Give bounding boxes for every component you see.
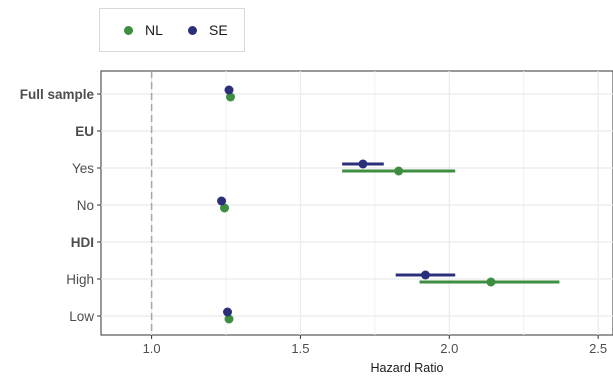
y-axis: Full sample EU Yes No HDI High Low bbox=[20, 87, 101, 324]
series-marks bbox=[217, 85, 560, 324]
y-tick-label: No bbox=[77, 198, 94, 213]
x-tick-label: 1.5 bbox=[291, 341, 309, 356]
legend-marker-nl bbox=[124, 25, 133, 35]
legend-label-se: SE bbox=[209, 22, 228, 38]
series-se bbox=[217, 85, 456, 317]
y-tick-label: EU bbox=[75, 124, 94, 139]
point-estimate bbox=[225, 92, 235, 102]
point-estimate bbox=[217, 196, 227, 206]
legend: NL SE bbox=[99, 8, 245, 52]
grid-lines bbox=[101, 71, 613, 335]
legend-item-nl: NL bbox=[124, 22, 163, 38]
point-estimate bbox=[223, 307, 233, 317]
y-tick-label: High bbox=[66, 272, 94, 287]
legend-item-se: SE bbox=[188, 22, 228, 38]
plot-panel bbox=[100, 70, 613, 336]
point-estimate bbox=[358, 159, 368, 169]
y-tick-label: HDI bbox=[71, 235, 94, 250]
point-estimate bbox=[420, 270, 430, 280]
legend-label-nl: NL bbox=[145, 22, 163, 38]
point-estimate bbox=[224, 314, 234, 324]
x-tick-label: 2.0 bbox=[440, 341, 458, 356]
x-tick-label: 2.5 bbox=[589, 341, 607, 356]
series-nl bbox=[220, 92, 560, 324]
x-axis-title: Hazard Ratio bbox=[371, 361, 444, 375]
y-tick-label: Low bbox=[69, 309, 94, 324]
y-tick-label: Yes bbox=[72, 161, 94, 176]
point-estimate bbox=[394, 166, 404, 176]
point-estimate bbox=[486, 277, 496, 287]
y-tick-label: Full sample bbox=[20, 87, 95, 102]
x-axis: 1.0 1.5 2.0 2.5 bbox=[143, 335, 607, 356]
point-estimate bbox=[220, 203, 230, 213]
legend-marker-se bbox=[188, 25, 197, 35]
point-estimate bbox=[224, 85, 234, 95]
x-tick-label: 1.0 bbox=[143, 341, 161, 356]
